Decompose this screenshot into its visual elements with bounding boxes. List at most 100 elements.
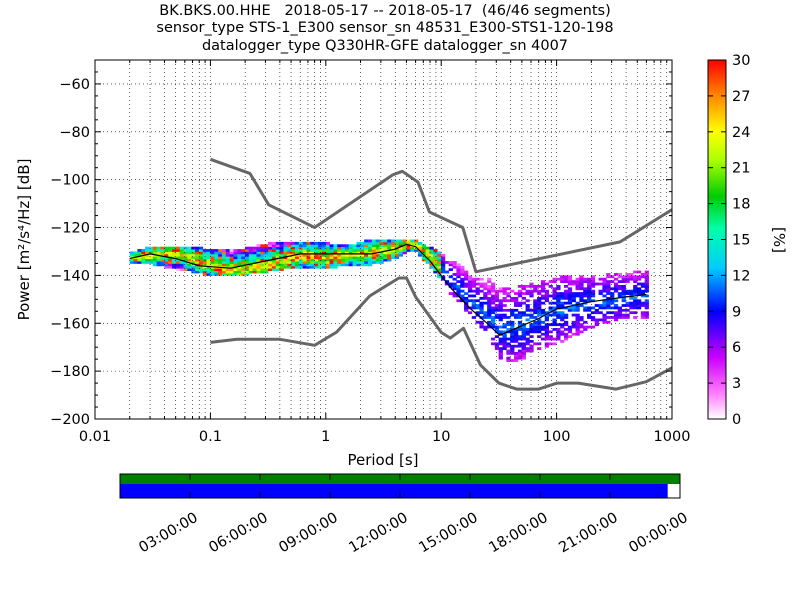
heatmap-cell (271, 244, 277, 248)
heatmap-cell (633, 311, 638, 315)
heatmap-cell (502, 337, 507, 341)
heatmap-cell (164, 261, 169, 264)
heatmap-cell (602, 320, 607, 324)
heatmap-cell (271, 249, 277, 252)
heatmap-cell (302, 244, 307, 248)
heatmap-cell (633, 292, 638, 295)
heatmap-cell (514, 351, 519, 355)
heatmap-cell (629, 296, 634, 300)
heatmap-cell (410, 239, 415, 243)
heatmap-cell (517, 311, 523, 315)
heatmap-cell (567, 301, 573, 305)
title-line-3: datalogger_type Q330HR-GFE datalogger_sn… (201, 38, 569, 54)
x-tick-label: 1 (321, 429, 330, 445)
heatmap-cell (325, 246, 330, 250)
heatmap-cell (644, 280, 649, 283)
heatmap-cell (629, 292, 634, 295)
heatmap-cell (552, 306, 557, 310)
heatmap-cell (633, 287, 638, 291)
heatmap-cell (494, 306, 500, 310)
heatmap-cell (587, 299, 592, 303)
heatmap-cell (567, 289, 573, 293)
heatmap-cell (567, 299, 573, 303)
heatmap-cell (613, 313, 619, 317)
heatmap-cell (268, 256, 273, 260)
heatmap-cell (225, 273, 231, 276)
heatmap-cell (256, 270, 261, 274)
heatmap-cell (525, 284, 530, 288)
heatmap-cell (179, 268, 184, 272)
heatmap-cell (490, 311, 496, 315)
heatmap-cell (306, 253, 311, 257)
heatmap-cell (294, 253, 300, 257)
heatmap-cell (229, 270, 234, 274)
heatmap-cell (552, 318, 557, 322)
heatmap-cell (268, 263, 273, 267)
heatmap-cell (602, 294, 607, 298)
heatmap-cell (625, 316, 630, 319)
heatmap-cell (214, 251, 219, 255)
heatmap-cell (268, 251, 273, 255)
heatmap-cell (521, 354, 526, 358)
heatmap-cell (625, 277, 630, 281)
heatmap-cell (540, 296, 546, 300)
heatmap-cell (456, 284, 461, 288)
heatmap-cell (298, 251, 304, 255)
heatmap-cell (617, 308, 623, 312)
heatmap-cell (529, 349, 534, 353)
heatmap-cell (341, 246, 346, 250)
heatmap-cell (172, 246, 177, 250)
heatmap-cell (548, 313, 553, 317)
heatmap-cell (560, 340, 565, 343)
heatmap-cell (218, 270, 223, 274)
heatmap-cell (521, 351, 526, 355)
heatmap-cell (241, 261, 246, 264)
heatmap-cell (613, 284, 619, 288)
heatmap-cell (498, 349, 503, 353)
heatmap-cell (602, 289, 607, 293)
heatmap-cell (502, 330, 507, 334)
heatmap-cell (602, 318, 607, 322)
heatmap-cell (556, 337, 561, 341)
heatmap-cell (256, 251, 261, 255)
heatmap-cell (429, 251, 434, 255)
heatmap-cell (352, 258, 357, 262)
heatmap-cell (198, 251, 204, 255)
heatmap-cell (298, 249, 304, 252)
heatmap-cell (525, 313, 530, 317)
heatmap-cell (229, 273, 234, 276)
heatmap-cell (229, 253, 234, 257)
heatmap-cell (429, 256, 434, 260)
heatmap-cell (544, 296, 549, 300)
heatmap-cell (587, 306, 592, 310)
heatmap-cell (514, 354, 519, 358)
heatmap-cell (521, 287, 526, 291)
heatmap-cell (456, 270, 461, 274)
heatmap-cell (333, 246, 338, 250)
heatmap-cell (556, 335, 561, 339)
heatmap-cell (352, 246, 357, 250)
heatmap-cell (517, 313, 523, 317)
heatmap-cell (629, 277, 634, 281)
heatmap-cell (467, 277, 473, 281)
heatmap-cell (195, 256, 200, 260)
heatmap-cell (329, 261, 334, 264)
heatmap-cell (172, 249, 177, 252)
heatmap-cell (268, 244, 273, 248)
heatmap-cell (487, 287, 492, 291)
heatmap-cell (195, 246, 200, 250)
heatmap-cell (629, 289, 634, 293)
heatmap-cell (375, 246, 380, 250)
heatmap-cell (456, 265, 461, 269)
heatmap-cell (387, 246, 392, 250)
heatmap-cell (291, 263, 296, 267)
heatmap-cell (510, 332, 515, 336)
heatmap-cell (544, 330, 549, 334)
heatmap-cell (617, 292, 623, 295)
heatmap-cell (398, 251, 403, 255)
heatmap-cell (579, 280, 584, 283)
heatmap-cell (633, 296, 638, 300)
heatmap-cell (248, 268, 254, 272)
heatmap-cell (560, 311, 565, 315)
heatmap-cell (279, 244, 284, 248)
